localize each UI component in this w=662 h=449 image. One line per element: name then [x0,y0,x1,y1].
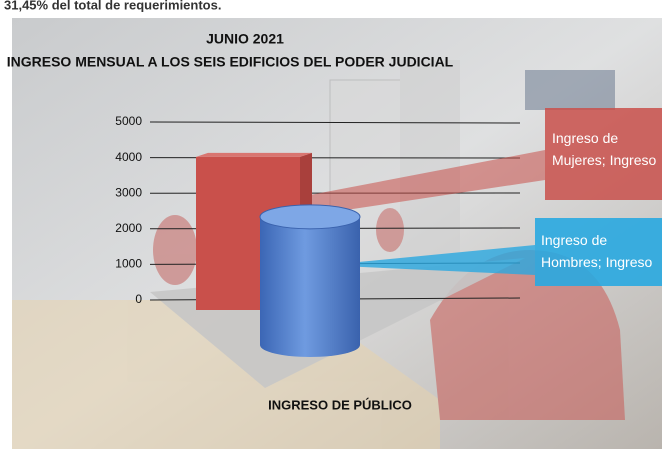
bar [260,217,360,357]
bar-top [196,153,312,157]
x-axis-label: INGRESO DE PÚBLICO [268,397,412,412]
y-tick-label: 1000 [115,257,142,271]
data-label-line: Mujeres; Ingreso [552,152,656,168]
data-label-line: Hombres; Ingreso [541,254,652,270]
data-label-line: Ingreso de [552,130,618,146]
chart-subtitle: INGRESO MENSUAL A LOS SEIS EDIFICIOS DEL… [7,54,454,70]
y-tick-label: 3000 [115,185,142,199]
header-text: 31,45% del total de requerimientos. [4,0,221,12]
y-tick-label: 5000 [115,114,142,128]
y-tick-label: 2000 [115,221,142,235]
data-label-box [535,218,662,286]
chart: 31,45% del total de requerimientos. JUNI… [0,0,662,449]
chart-title: JUNIO 2021 [206,31,284,47]
data-label-line: Ingreso de [541,232,607,248]
bar-top [260,205,360,229]
y-tick-label: 0 [135,292,142,306]
y-tick-label: 4000 [115,150,142,164]
